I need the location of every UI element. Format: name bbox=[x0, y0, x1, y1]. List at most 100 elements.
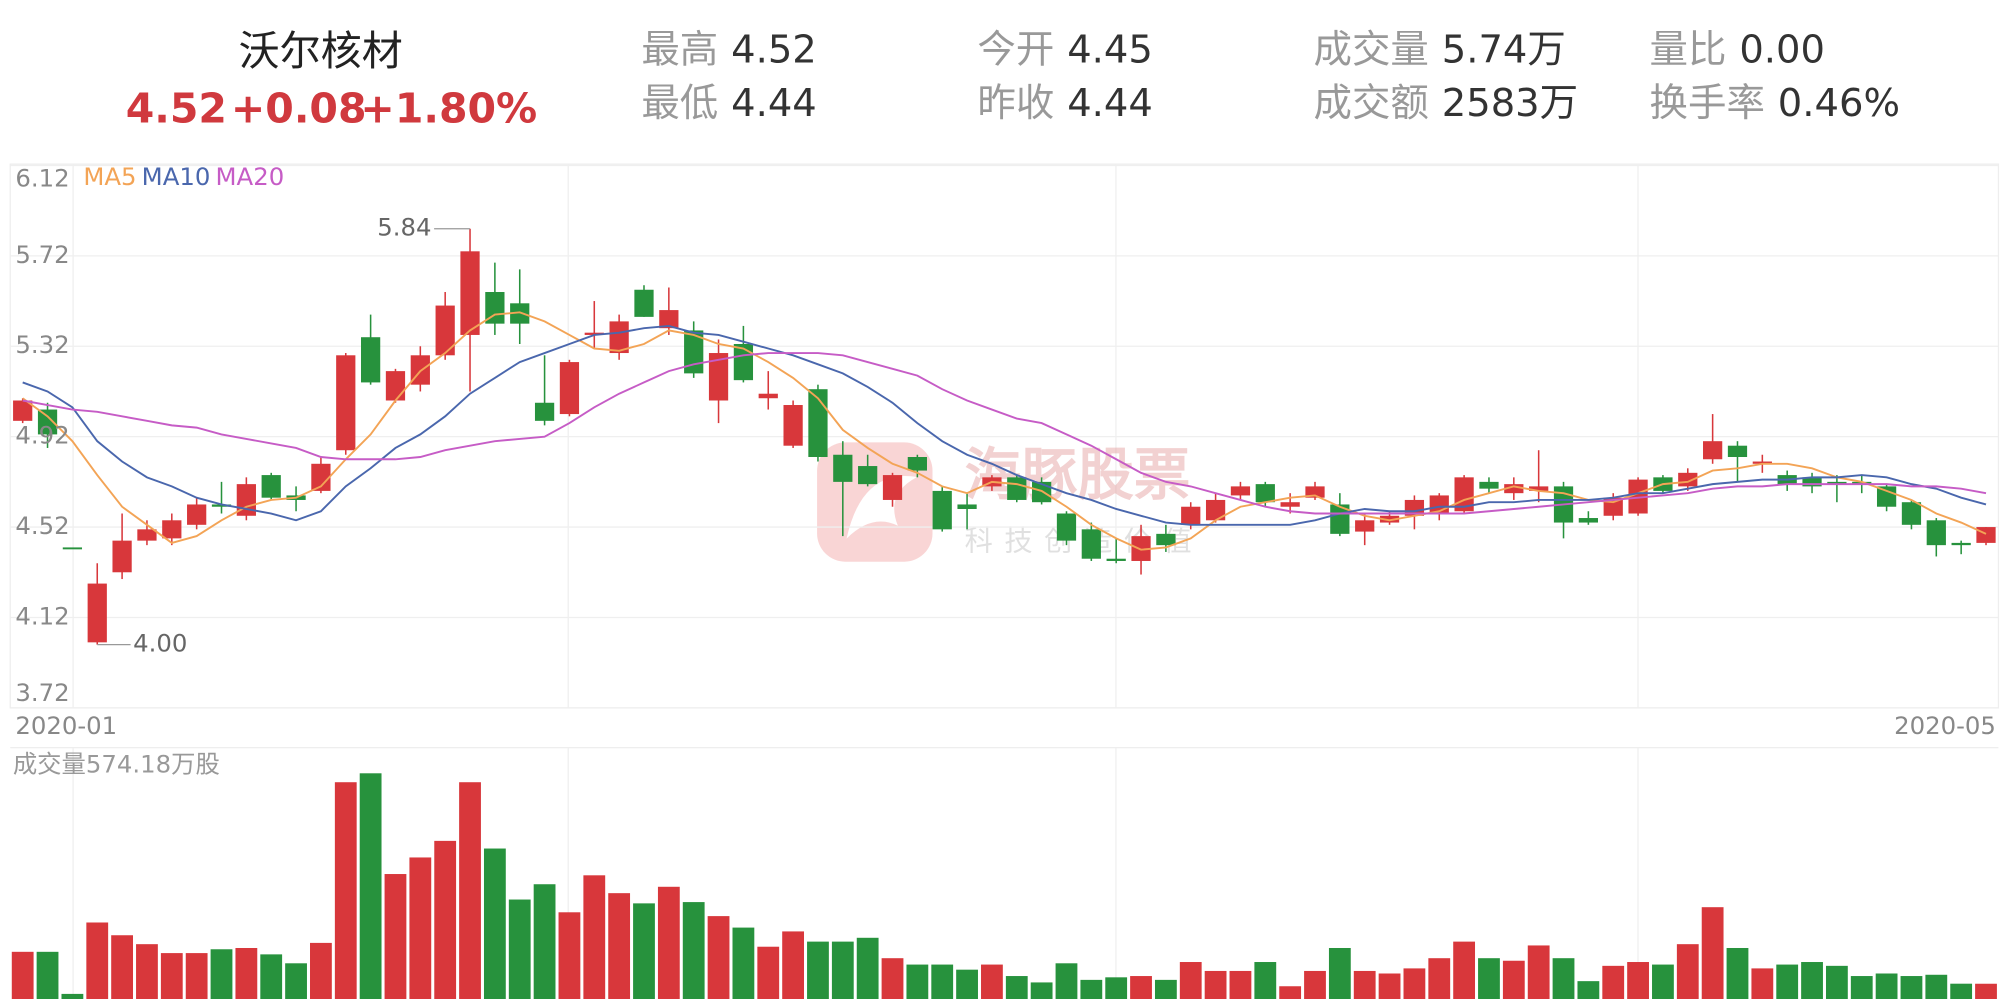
candle-body bbox=[1106, 558, 1126, 561]
stat-label: 今开 bbox=[977, 27, 1054, 72]
volume-bar bbox=[1154, 979, 1177, 999]
price-change: +0.08 bbox=[231, 85, 367, 133]
candle-body bbox=[211, 504, 232, 507]
stat-value: 4.45 bbox=[1067, 27, 1153, 72]
volume-bar bbox=[61, 993, 84, 999]
volume-bar bbox=[86, 922, 109, 999]
volume-bar bbox=[956, 969, 978, 999]
volume-bar bbox=[608, 893, 631, 999]
volume-title: 成交量574.18万股 bbox=[13, 750, 220, 779]
candle-body bbox=[1802, 477, 1822, 487]
candle-body bbox=[1578, 518, 1598, 523]
stock-name: 沃尔核材 bbox=[239, 27, 403, 75]
volume-bar bbox=[1080, 979, 1103, 999]
volume-bar bbox=[1801, 962, 1823, 999]
volume-bars bbox=[11, 773, 1997, 999]
watermark-slogan: 科技创造价值 bbox=[965, 524, 1204, 557]
legend-entry: MA10 bbox=[142, 162, 211, 191]
candle-body bbox=[435, 305, 455, 356]
volume-bar bbox=[1105, 977, 1128, 999]
volume-bar bbox=[906, 964, 929, 999]
high-annotation: 5.84 bbox=[377, 213, 431, 242]
price-panel bbox=[9, 163, 2000, 709]
volume-bar bbox=[807, 941, 829, 999]
candle-body bbox=[808, 389, 828, 458]
y-tick-label: 6.12 bbox=[15, 164, 69, 193]
volume-bar bbox=[160, 953, 183, 999]
candle-body bbox=[758, 393, 778, 399]
candle-body bbox=[559, 362, 580, 415]
volume-bar bbox=[1328, 947, 1351, 999]
stat-value: 4.52 bbox=[731, 27, 817, 72]
stat: 量比 0.00 bbox=[1650, 27, 1825, 72]
candle-body bbox=[187, 504, 207, 525]
stat-value: 4.44 bbox=[1067, 81, 1153, 126]
volume-bar bbox=[1652, 964, 1674, 999]
stat: 最低 4.44 bbox=[641, 81, 816, 126]
volume-bar bbox=[1577, 981, 1600, 999]
stat-label: 成交量 bbox=[1313, 27, 1428, 72]
x-tick-label: 2020-01 bbox=[15, 711, 117, 740]
candle-body bbox=[1156, 533, 1176, 546]
moving-averages bbox=[22, 311, 1987, 551]
volume-bar bbox=[459, 782, 481, 999]
volume-bar bbox=[1875, 973, 1898, 999]
volume-bar bbox=[831, 941, 854, 999]
volume-bar bbox=[533, 884, 556, 999]
y-tick-label: 4.12 bbox=[15, 601, 69, 630]
candle-body bbox=[1280, 502, 1300, 507]
volume-bar bbox=[1776, 964, 1799, 999]
volume-bar bbox=[757, 946, 780, 999]
volume-bar bbox=[1850, 976, 1873, 999]
volume-bar bbox=[1353, 970, 1376, 999]
volume-bar bbox=[1726, 947, 1749, 999]
volume-bar bbox=[1030, 982, 1053, 999]
volume-bar bbox=[707, 916, 730, 999]
volume-bar bbox=[1428, 958, 1451, 999]
volume-bar bbox=[260, 954, 283, 999]
candle-body bbox=[1827, 481, 1847, 485]
candle-body bbox=[1703, 441, 1723, 460]
candle-body bbox=[1628, 479, 1648, 514]
volume-bar bbox=[111, 935, 133, 999]
volume-bar bbox=[657, 886, 680, 999]
legend-entry: MA20 bbox=[216, 162, 285, 191]
volume-bar bbox=[931, 964, 954, 999]
candle-body bbox=[1529, 486, 1549, 491]
volume-bar bbox=[1179, 962, 1202, 999]
volume-bar bbox=[36, 951, 59, 999]
candle-body bbox=[13, 400, 33, 421]
volume-bar bbox=[136, 944, 158, 999]
candle-body bbox=[957, 504, 977, 509]
candle-body bbox=[385, 371, 406, 401]
stat: 换手率 0.46% bbox=[1650, 81, 1900, 126]
volume-bar bbox=[558, 912, 581, 999]
candle-body bbox=[1007, 477, 1027, 500]
volume-bar bbox=[1304, 970, 1326, 999]
volume-bar bbox=[409, 857, 432, 999]
volume-bar bbox=[334, 782, 357, 999]
volume-bar bbox=[1975, 983, 1997, 999]
stat-value: 0.00 bbox=[1739, 27, 1825, 72]
candle-body bbox=[634, 289, 654, 317]
ma-line bbox=[22, 311, 1987, 551]
volume-bar bbox=[210, 949, 233, 999]
stat-value: 2583万 bbox=[1442, 81, 1578, 126]
candle-body bbox=[1752, 461, 1772, 464]
candle-body bbox=[112, 540, 132, 573]
volume-bar bbox=[583, 875, 606, 999]
candle-body bbox=[609, 321, 629, 354]
volume-bar bbox=[1453, 941, 1476, 999]
candle-body bbox=[1131, 536, 1151, 561]
volume-bar bbox=[1825, 965, 1848, 999]
candle-body bbox=[460, 251, 480, 335]
volume-bar bbox=[682, 902, 705, 999]
candle-body bbox=[1056, 513, 1077, 541]
volume-bar bbox=[633, 903, 655, 999]
volume-bar bbox=[185, 953, 208, 999]
volume-bar bbox=[434, 840, 457, 999]
volume-bar bbox=[310, 942, 332, 999]
volume-bar bbox=[235, 947, 258, 999]
